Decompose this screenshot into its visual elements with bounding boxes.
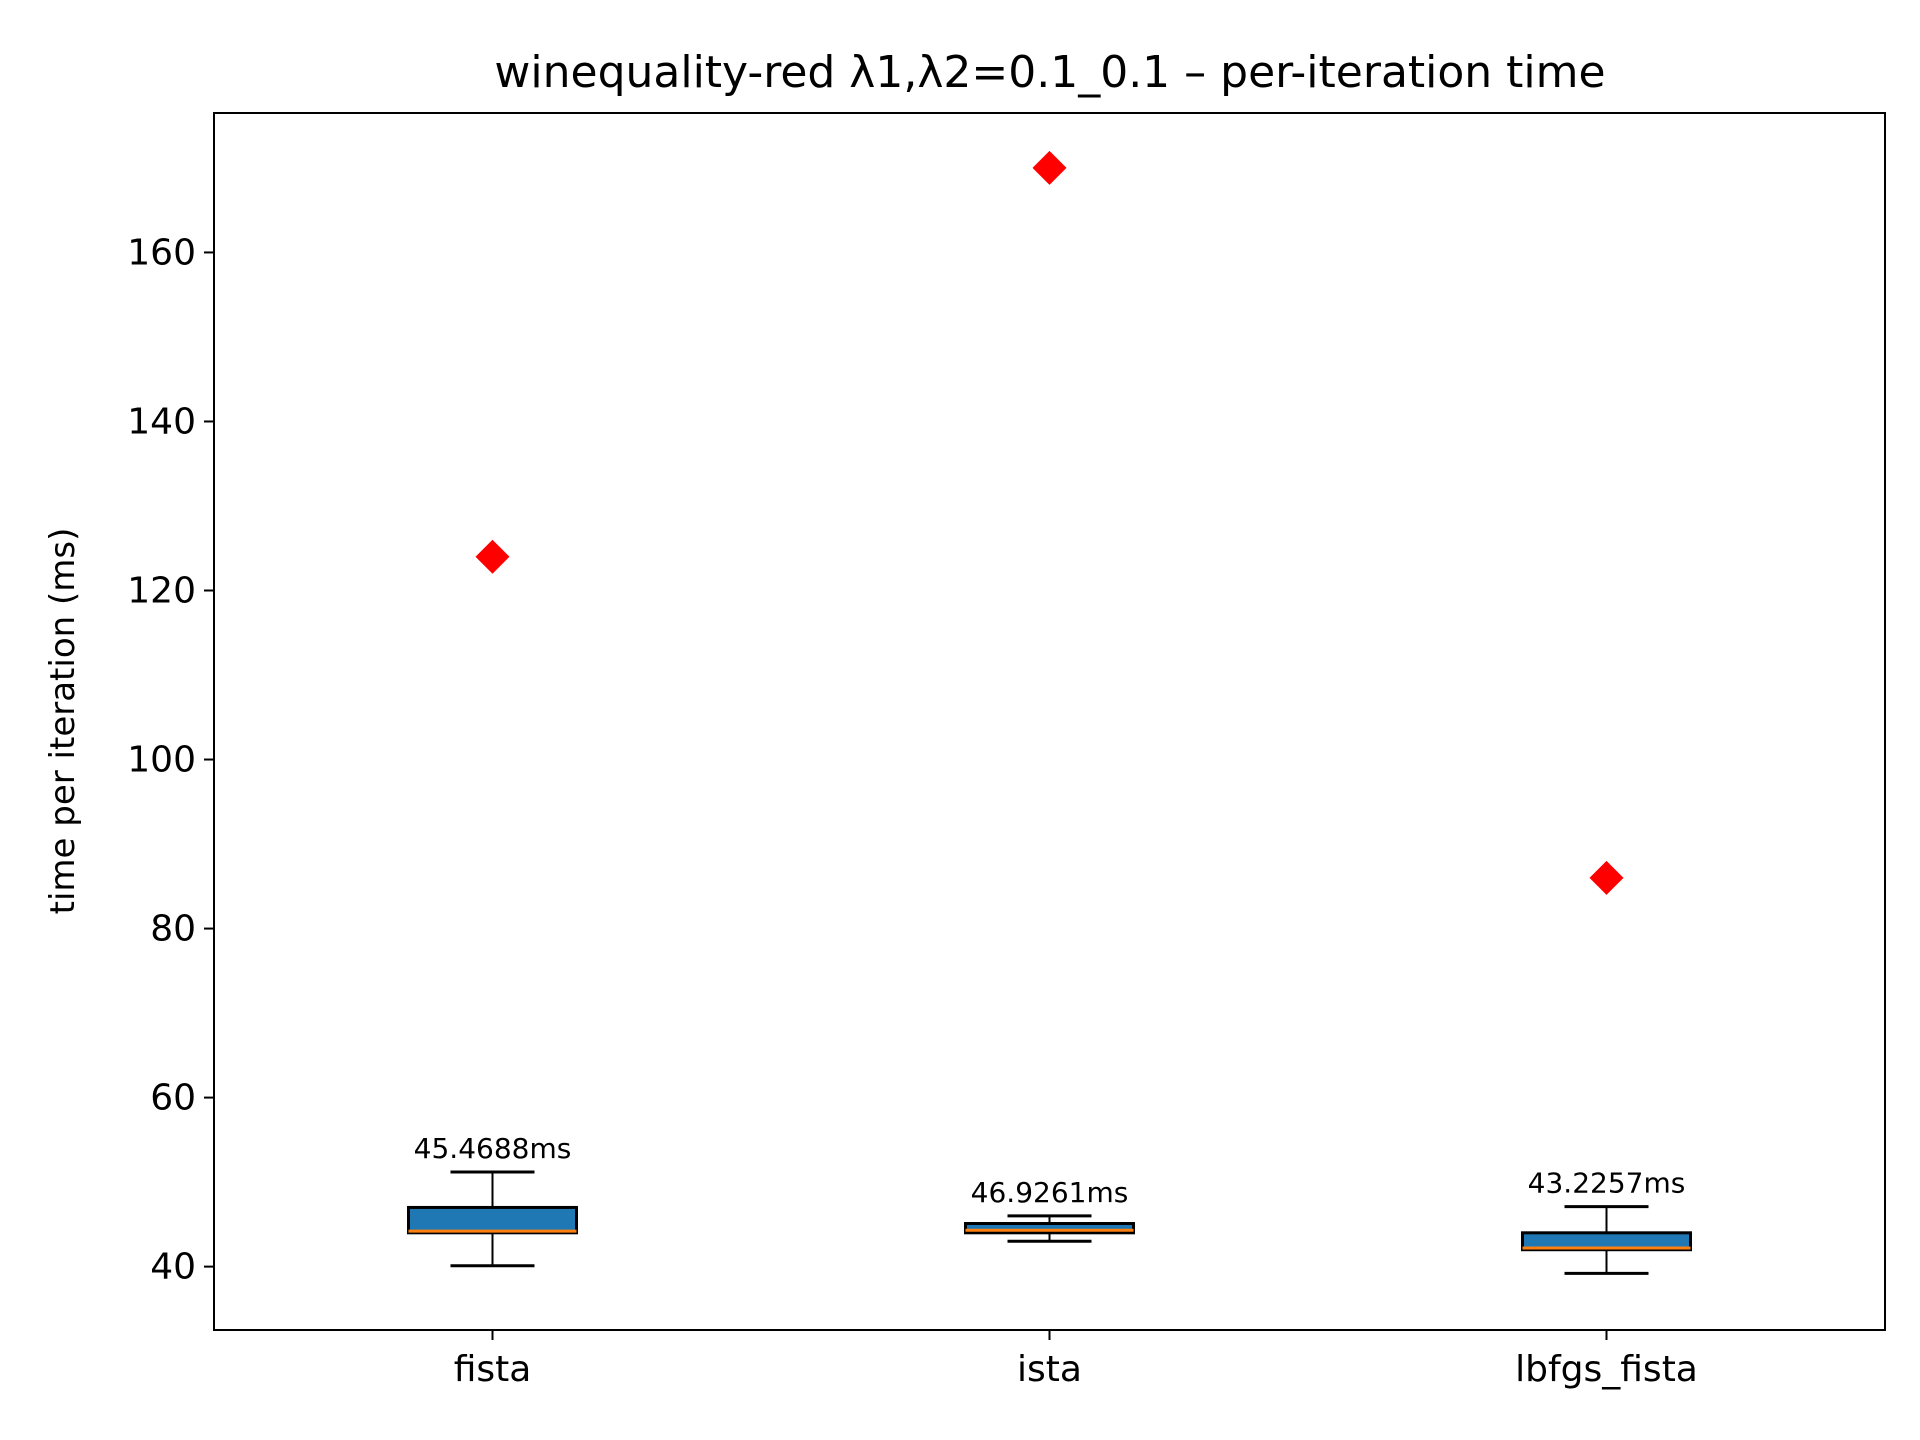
x-axis-ticks: fista ista lbfgs_fista (454, 1330, 1698, 1390)
box-body (407, 1205, 578, 1235)
y-tick-label: 140 (127, 401, 196, 442)
mean-label: 45.4688ms (414, 1132, 572, 1165)
y-axis-ticks: 40 60 80 100 120 140 160 (127, 232, 214, 1288)
box-series: 45.4688ms 46.9261ms 43.2257ms (407, 150, 1692, 1275)
box-lbfgs_fista: 43.2257ms (1521, 860, 1692, 1275)
y-tick-label: 40 (150, 1247, 196, 1288)
x-tick-label: lbfgs_fista (1515, 1349, 1698, 1390)
y-tick-label: 100 (127, 740, 196, 781)
chart-title: winequality-red λ1,λ2=0.1_0.1 – per-iter… (494, 47, 1605, 98)
y-tick-label: 60 (150, 1078, 196, 1119)
box-body (964, 1222, 1135, 1235)
y-tick-label: 120 (127, 571, 196, 612)
x-tick-label: ista (1017, 1349, 1082, 1390)
box-ista: 46.9261ms (964, 150, 1135, 1243)
mean-label: 46.9261ms (971, 1176, 1129, 1209)
outlier-point (475, 539, 510, 574)
outlier-point (1032, 150, 1067, 185)
outlier-point (1589, 860, 1624, 895)
y-axis-label: time per iteration (ms) (43, 528, 83, 915)
x-tick-label: fista (454, 1349, 532, 1390)
y-tick-label: 80 (150, 909, 196, 950)
mean-label: 43.2257ms (1528, 1167, 1686, 1200)
box-fista: 45.4688ms (407, 539, 578, 1268)
y-tick-label: 160 (127, 232, 196, 273)
box-body (1521, 1231, 1692, 1252)
